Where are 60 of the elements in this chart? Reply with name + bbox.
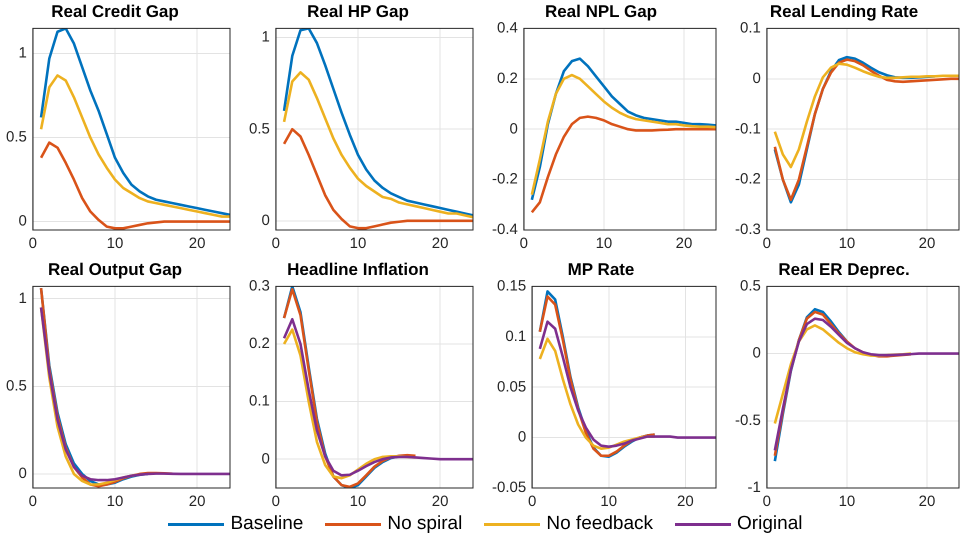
y-tick-label: 0.15 [496, 278, 526, 295]
legend-label: Baseline [230, 513, 304, 535]
x-tick-label: 20 [677, 493, 694, 510]
y-tick-label: 0.1 [248, 392, 270, 410]
y-tick-label: 0.2 [248, 335, 270, 352]
x-tick-label: 10 [350, 493, 366, 510]
x-tick-label: 10 [838, 493, 856, 510]
y-tick-label: 0.3 [248, 278, 270, 295]
y-tick-label: -0.4 [492, 221, 518, 238]
chart-title: Real ER Deprec. [778, 260, 910, 279]
y-tick-label: -0.2 [734, 170, 761, 188]
y-tick-label: 0.1 [740, 20, 761, 37]
x-tick-label: 10 [596, 235, 612, 252]
x-tick-label: 20 [918, 235, 936, 252]
y-tick-label: 1 [262, 28, 270, 46]
y-tick-label: 0.5 [6, 128, 27, 146]
y-tick-label: 0 [752, 70, 761, 87]
chart-title: Real NPL Gap [544, 2, 658, 21]
chart-title: Real Credit Gap [51, 2, 179, 21]
x-tick-label: 20 [918, 493, 936, 510]
x-tick-label: 20 [432, 493, 448, 510]
chart-title: Headline Inflation [287, 260, 429, 279]
y-tick-label: 0 [18, 212, 27, 230]
chart-title: Real HP Gap [307, 2, 409, 21]
y-tick-label: -0.05 [492, 479, 526, 496]
y-tick-label: -0.5 [734, 412, 761, 429]
y-tick-label: 0 [262, 212, 270, 229]
x-tick-label: 10 [106, 493, 124, 510]
y-tick-label: 0.5 [248, 120, 270, 138]
x-tick-label: 10 [838, 235, 856, 252]
y-tick-label: 0 [518, 428, 526, 446]
y-tick-label: 0.5 [740, 278, 761, 295]
y-tick-label: 0.5 [6, 377, 27, 394]
legend-label: Original [737, 513, 803, 535]
y-tick-label: -0.1 [734, 120, 761, 138]
x-tick-label: 20 [432, 235, 448, 252]
chart-title: MP Rate [568, 260, 634, 279]
y-tick-label: -1 [748, 479, 761, 496]
y-tick-label: 0.2 [496, 70, 518, 87]
x-tick-label: 20 [188, 493, 206, 510]
y-tick-label: 1 [18, 44, 27, 62]
y-tick-label: 0.05 [496, 378, 526, 396]
y-tick-label: 0 [752, 344, 761, 362]
y-tick-label: -0.2 [492, 170, 518, 188]
y-tick-label: 0 [510, 120, 518, 138]
legend-label: No spiral [387, 513, 462, 535]
y-tick-label: 0 [262, 450, 270, 468]
y-tick-label: 1 [18, 290, 27, 307]
y-tick-label: 0.4 [496, 20, 518, 37]
x-tick-label: 20 [188, 235, 206, 252]
legend-label: No feedback [546, 513, 654, 535]
y-tick-label: -0.3 [734, 221, 761, 238]
y-tick-label: 0 [18, 465, 27, 482]
x-tick-label: 20 [676, 235, 692, 252]
x-tick-label: 10 [350, 235, 366, 252]
chart-title: Real Lending Rate [770, 2, 918, 21]
y-tick-label: 0.1 [505, 328, 526, 345]
x-tick-label: 10 [106, 235, 124, 252]
chart-title: Real Output Gap [48, 260, 182, 279]
x-tick-label: 10 [600, 493, 618, 510]
